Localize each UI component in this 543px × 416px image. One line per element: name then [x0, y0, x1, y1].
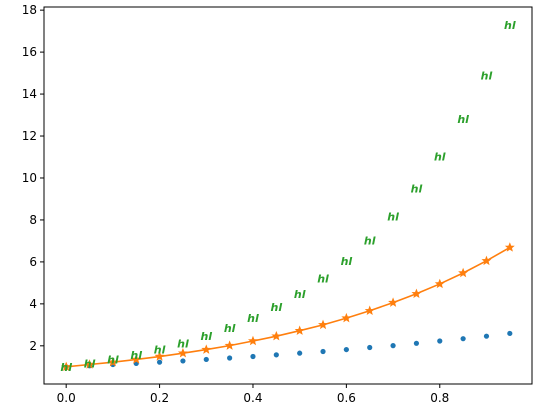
- data-point-star: [131, 354, 142, 364]
- x-tick-label: 0.0: [57, 391, 76, 405]
- data-point-star: [201, 344, 212, 354]
- y-tick-label: 14: [22, 87, 37, 101]
- data-point-star: [61, 361, 72, 372]
- data-point-hl: hl: [434, 151, 446, 164]
- data-point-hl: hl: [247, 312, 259, 325]
- data-point-star: [364, 305, 375, 316]
- data-point: [390, 343, 396, 349]
- x-axis: 0.0 0.2 0.4 0.6 0.8: [57, 384, 449, 405]
- data-point: [437, 338, 443, 344]
- y-tick-label: 16: [22, 45, 37, 59]
- y-tick-label: 8: [29, 213, 37, 227]
- y-tick-label: 12: [22, 129, 37, 143]
- series-1: [63, 330, 513, 370]
- y-tick-label: 6: [29, 255, 37, 269]
- data-point-hl: hl: [271, 301, 283, 314]
- data-point-hl: hl: [224, 322, 236, 335]
- data-point: [507, 330, 513, 337]
- data-point-hl: hl: [60, 361, 72, 374]
- data-point-hl: hl: [107, 353, 119, 366]
- data-point-star: [84, 359, 95, 369]
- data-point-star: [411, 288, 422, 299]
- x-tick-label: 0.2: [150, 391, 169, 405]
- data-point: [227, 355, 233, 361]
- data-point: [460, 336, 466, 342]
- data-point-star: [434, 278, 445, 289]
- data-point-hl: hl: [84, 357, 96, 370]
- data-point: [367, 344, 373, 351]
- x-tick-label: 0.4: [243, 391, 262, 405]
- data-point-hl: hl: [457, 113, 469, 126]
- data-point-hl: hl: [294, 288, 306, 301]
- y-tick-label: 4: [29, 297, 37, 311]
- data-point: [203, 356, 209, 363]
- data-point: [343, 346, 349, 353]
- series-2: [61, 242, 515, 372]
- data-point-hl: hl: [154, 344, 166, 357]
- y-axis: 2 4 6 8 10 12 14 16 18: [22, 3, 44, 353]
- series-2-line: [66, 246, 511, 368]
- data-point-star: [271, 330, 282, 341]
- y-tick-label: 2: [29, 339, 37, 353]
- x-tick-label: 0.6: [337, 391, 356, 405]
- data-point-star: [107, 356, 118, 367]
- data-point-star: [248, 335, 258, 346]
- data-point: [320, 348, 326, 355]
- data-point-hl: hl: [177, 337, 189, 350]
- data-point-star: [388, 297, 399, 307]
- data-point-hl: hl: [387, 210, 399, 223]
- data-point-hl: hl: [504, 19, 516, 32]
- data-point-star: [294, 325, 305, 335]
- data-point-hl: hl: [341, 255, 353, 268]
- data-point: [273, 352, 279, 358]
- y-tick-label: 18: [22, 3, 37, 17]
- data-point: [483, 333, 490, 339]
- y-tick-label: 10: [22, 171, 37, 185]
- data-point: [297, 350, 303, 356]
- data-point: [250, 353, 256, 360]
- data-point-star: [318, 319, 328, 330]
- x-tick-label: 0.8: [430, 391, 449, 405]
- data-point-star: [341, 312, 352, 323]
- data-point-hl: hl: [130, 349, 142, 362]
- data-point-hl: hl: [364, 234, 376, 247]
- data-point-star: [177, 347, 188, 358]
- data-point-star: [154, 351, 165, 361]
- data-point-star: [224, 340, 235, 350]
- data-point-hl: hl: [200, 330, 212, 343]
- data-point-hl: hl: [317, 272, 329, 285]
- data-point-star: [481, 255, 492, 266]
- data-point: [180, 358, 186, 364]
- data-point-star: [458, 267, 469, 278]
- data-point-star: [504, 242, 515, 252]
- data-point: [156, 359, 163, 365]
- data-point-hl: hl: [411, 183, 423, 196]
- data-point-hl: hl: [481, 70, 493, 83]
- data-point: [413, 340, 420, 346]
- plot-frame: [43, 6, 533, 385]
